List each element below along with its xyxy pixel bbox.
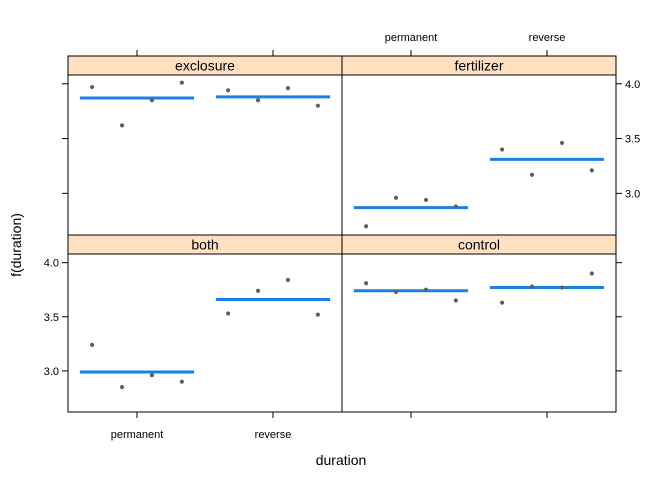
data-point-control-permanent-2: [393, 289, 399, 294]
data-point-both-reverse-4: [315, 312, 320, 317]
data-point-both-reverse-1: [226, 311, 231, 316]
y-tick-label-left-3.0: 3.0: [44, 366, 59, 378]
panel-control: control: [341, 234, 617, 413]
panels: exclosure fertilizer both control: [67, 55, 617, 413]
x-tick-label-top-permanent: permanent: [385, 32, 438, 44]
data-point-control-reverse-3: [559, 285, 565, 290]
strip-label-exclosure: exclosure: [175, 58, 235, 74]
data-point-control-permanent-1: [364, 281, 369, 286]
data-point-both-permanent-2: [119, 385, 125, 390]
panel-both: both: [67, 234, 343, 413]
data-point-exclosure-reverse-1: [226, 88, 231, 93]
strip-label-both: both: [191, 237, 218, 253]
data-point-both-reverse-3: [285, 277, 291, 283]
panel-frame-fertilizer: [341, 74, 617, 236]
y-tick-label-left-4.0: 4.0: [44, 258, 59, 270]
x-tick-label-bottom-reverse: reverse: [255, 429, 292, 441]
data-point-fertilizer-permanent-2: [393, 195, 399, 200]
y-tick-label-right-3.5: 3.5: [625, 134, 640, 146]
data-point-fertilizer-permanent-3: [423, 197, 429, 203]
data-point-control-reverse-4: [589, 271, 594, 276]
y-tick-label-right-3.0: 3.0: [625, 188, 640, 200]
data-point-fertilizer-reverse-4: [589, 168, 594, 173]
data-point-fertilizer-reverse-1: [500, 147, 505, 152]
data-point-both-permanent-1: [90, 342, 95, 348]
data-point-fertilizer-permanent-4: [453, 204, 458, 209]
data-point-exclosure-reverse-2: [255, 98, 261, 103]
data-point-fertilizer-permanent-1: [364, 224, 369, 229]
y-tick-label-left-3.5: 3.5: [44, 312, 59, 324]
x-tick-label-top-reverse: reverse: [529, 32, 566, 44]
data-point-exclosure-permanent-3: [149, 98, 155, 103]
data-point-control-reverse-1: [500, 300, 505, 305]
data-point-exclosure-reverse-3: [285, 86, 291, 91]
x-tick-label-bottom-permanent: permanent: [111, 429, 164, 441]
data-point-exclosure-permanent-1: [90, 84, 95, 90]
data-point-exclosure-permanent-2: [119, 123, 125, 128]
panel-frame-both: [67, 253, 343, 413]
data-point-fertilizer-reverse-2: [529, 172, 535, 177]
data-point-exclosure-reverse-4: [315, 103, 320, 108]
panel-fertilizer: fertilizer: [341, 55, 617, 236]
panel-exclosure: exclosure: [67, 55, 343, 236]
panel-frame-control: [341, 253, 617, 413]
data-point-fertilizer-reverse-3: [559, 140, 565, 146]
data-point-control-permanent-3: [423, 287, 429, 292]
data-point-both-reverse-2: [255, 288, 261, 293]
data-point-both-permanent-4: [179, 379, 184, 384]
axes: permanent reverse permanent reverse 3.0 3.0 3.…: [44, 32, 641, 441]
data-point-control-reverse-2: [529, 284, 535, 289]
data-point-both-permanent-3: [149, 373, 155, 378]
data-point-exclosure-permanent-4: [179, 80, 184, 85]
x-axis-title: duration: [316, 452, 367, 468]
strip-label-control: control: [458, 237, 500, 253]
strip-label-fertilizer: fertilizer: [454, 58, 503, 74]
data-point-control-permanent-4: [453, 298, 458, 303]
y-tick-label-right-4.0: 4.0: [625, 79, 640, 91]
y-axis-title: f(duration): [8, 213, 24, 277]
